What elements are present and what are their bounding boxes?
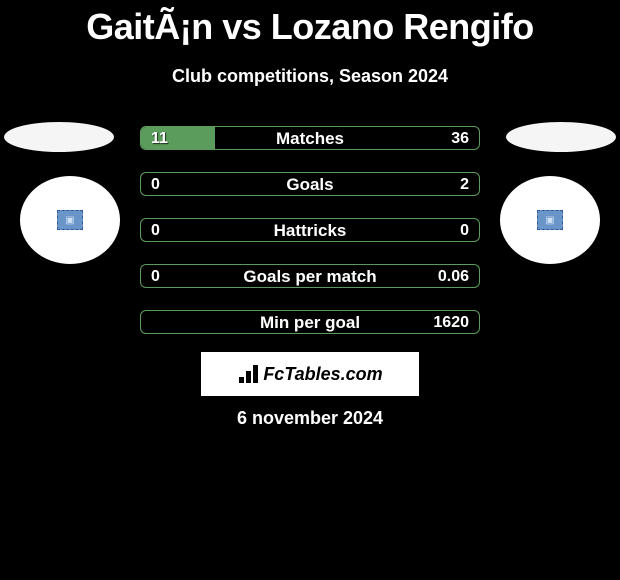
placeholder-image-icon: ▣ — [537, 210, 563, 230]
stat-row-goals-per-match: 0 Goals per match 0.06 — [140, 264, 480, 288]
stat-right-value: 0.06 — [438, 265, 469, 288]
stat-right-value: 2 — [460, 173, 469, 196]
stat-row-min-per-goal: Min per goal 1620 — [140, 310, 480, 334]
page-title: GaitÃ¡n vs Lozano Rengifo — [0, 0, 620, 48]
flag-right — [506, 122, 616, 152]
stat-left-value: 0 — [151, 265, 160, 288]
branding-box[interactable]: FcTables.com — [201, 352, 419, 396]
stat-right-value: 1620 — [433, 311, 469, 334]
chart-icon — [237, 365, 259, 383]
stat-label: Goals per match — [141, 265, 479, 288]
placeholder-image-icon: ▣ — [57, 210, 83, 230]
avatar-right: ▣ — [500, 176, 600, 264]
stat-left-value: 0 — [151, 173, 160, 196]
stat-row-goals: 0 Goals 2 — [140, 172, 480, 196]
stat-label: Hattricks — [141, 219, 479, 242]
stat-label: Min per goal — [141, 311, 479, 334]
branding-text: FcTables.com — [263, 364, 382, 385]
stat-left-value: 0 — [151, 219, 160, 242]
bar-fill-left — [141, 127, 215, 149]
avatar-left: ▣ — [20, 176, 120, 264]
stat-row-matches: 11 Matches 36 — [140, 126, 480, 150]
stat-bars: 11 Matches 36 0 Goals 2 0 Hattricks 0 0 … — [140, 126, 480, 356]
stat-row-hattricks: 0 Hattricks 0 — [140, 218, 480, 242]
page-subtitle: Club competitions, Season 2024 — [0, 66, 620, 87]
stat-right-value: 36 — [451, 127, 469, 150]
stat-right-value: 0 — [460, 219, 469, 242]
footer-date: 6 november 2024 — [0, 408, 620, 429]
comparison-card: GaitÃ¡n vs Lozano Rengifo Club competiti… — [0, 0, 620, 580]
flag-left — [4, 122, 114, 152]
stat-label: Goals — [141, 173, 479, 196]
